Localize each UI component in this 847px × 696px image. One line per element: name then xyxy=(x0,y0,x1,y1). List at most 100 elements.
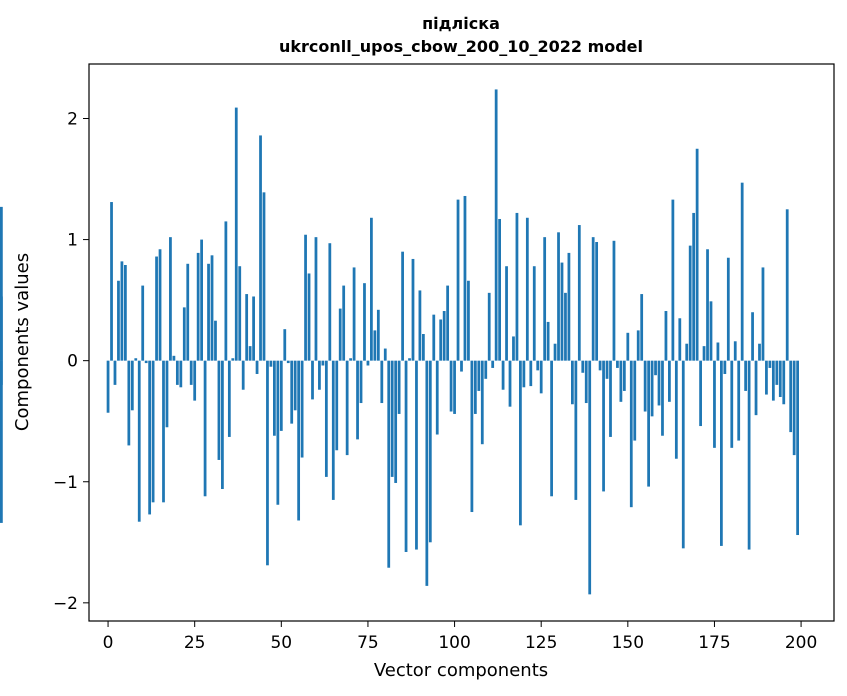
bar xyxy=(512,336,515,361)
bar xyxy=(422,334,425,361)
bar xyxy=(110,202,113,361)
bar xyxy=(487,292,491,361)
bar xyxy=(366,360,370,366)
y-tick-label: 1 xyxy=(67,231,78,251)
bar xyxy=(418,290,422,361)
bar xyxy=(162,360,165,503)
bar xyxy=(477,360,481,391)
bar xyxy=(349,358,352,361)
bar xyxy=(203,360,207,497)
bar xyxy=(674,360,678,459)
bar xyxy=(571,360,574,405)
bar xyxy=(231,358,235,361)
bar xyxy=(595,242,599,361)
bar xyxy=(661,360,664,436)
bar xyxy=(789,360,793,433)
bar xyxy=(238,266,242,361)
bar xyxy=(532,266,536,361)
bar xyxy=(124,265,127,361)
bar xyxy=(307,273,311,361)
bar xyxy=(245,294,249,361)
bar xyxy=(484,360,488,379)
y-tick-label: −1 xyxy=(53,473,78,493)
bar xyxy=(290,360,294,424)
bar xyxy=(262,192,266,361)
bar xyxy=(269,360,273,367)
bar xyxy=(577,225,581,361)
bar xyxy=(716,342,720,361)
bar xyxy=(782,360,786,405)
bar xyxy=(706,249,709,361)
bar xyxy=(148,360,152,515)
bar xyxy=(467,280,470,361)
x-axis-label: Vector components xyxy=(374,660,548,681)
bar xyxy=(300,360,304,458)
bar xyxy=(117,280,120,361)
bar xyxy=(733,341,737,361)
bar xyxy=(505,266,508,361)
bar xyxy=(352,267,356,361)
bar xyxy=(616,360,619,368)
bar xyxy=(210,255,214,361)
bar xyxy=(373,330,377,361)
bar xyxy=(650,360,654,417)
bar xyxy=(196,252,200,361)
bar xyxy=(491,360,495,368)
bar xyxy=(494,89,498,361)
bar xyxy=(380,360,384,404)
x-tick-label: 125 xyxy=(525,633,557,653)
bar xyxy=(550,360,553,497)
bar xyxy=(439,319,443,361)
bar xyxy=(775,360,779,385)
bar xyxy=(626,332,630,361)
bar xyxy=(560,262,564,361)
bar xyxy=(629,360,633,508)
bar xyxy=(636,330,640,361)
x-tick-label: 50 xyxy=(270,633,292,653)
bar xyxy=(376,309,380,361)
bar xyxy=(622,360,626,391)
bar xyxy=(286,360,290,364)
bar xyxy=(654,360,657,376)
bar xyxy=(283,329,287,361)
bar xyxy=(273,360,276,436)
bar xyxy=(252,296,255,361)
bar xyxy=(217,360,221,460)
chart-subtitle: ukrconll_upos_cbow_200_10_2022 model xyxy=(279,37,643,56)
bar xyxy=(151,360,155,503)
bar xyxy=(771,360,775,401)
bar xyxy=(564,292,567,361)
bar xyxy=(144,360,148,364)
bar xyxy=(318,360,321,390)
bar xyxy=(266,360,269,566)
bar xyxy=(525,217,529,361)
bar xyxy=(259,135,262,361)
bar xyxy=(668,360,671,402)
bar xyxy=(709,301,713,361)
y-tick-label: −2 xyxy=(53,594,78,614)
bar xyxy=(425,360,429,586)
bar xyxy=(172,355,176,361)
bar xyxy=(726,257,730,361)
bar xyxy=(449,360,453,412)
bar xyxy=(678,318,682,361)
bar xyxy=(331,360,335,500)
bar xyxy=(314,237,318,361)
bar xyxy=(335,360,339,451)
bar xyxy=(293,360,297,411)
y-axis-ticks: −2 −1 0 1 2 xyxy=(53,109,89,614)
bar xyxy=(182,307,186,361)
bar xyxy=(553,343,557,361)
bar xyxy=(248,346,252,361)
bar xyxy=(328,243,332,361)
bar xyxy=(387,360,391,568)
x-tick-label: 150 xyxy=(612,633,644,653)
bar xyxy=(106,360,110,413)
bar xyxy=(304,234,307,361)
x-tick-label: 175 xyxy=(698,633,730,653)
bar xyxy=(370,217,373,361)
bar xyxy=(179,360,183,388)
bar xyxy=(692,212,696,361)
bar xyxy=(685,343,689,361)
bar xyxy=(165,360,169,428)
